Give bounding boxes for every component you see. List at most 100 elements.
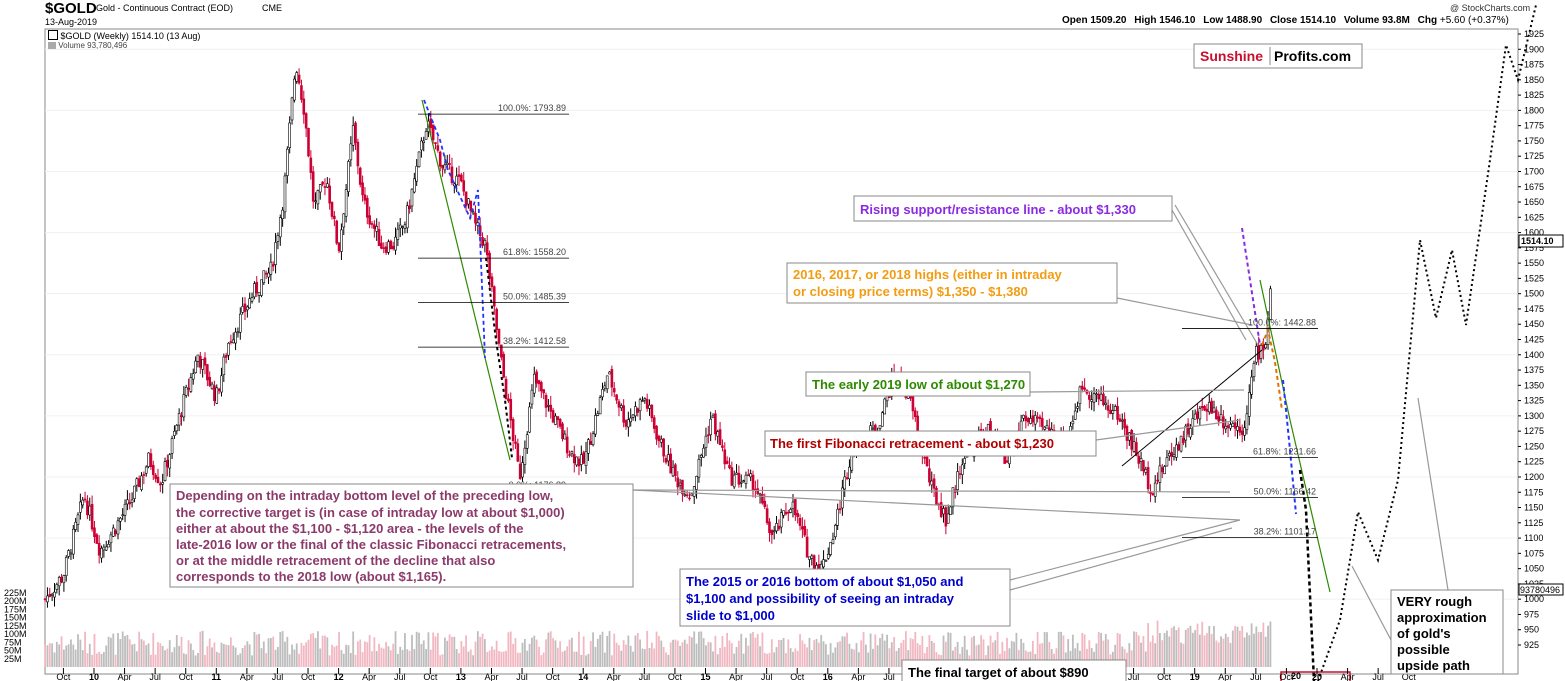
x-tick-label: Apr [1341,672,1355,681]
volume-bar [549,631,552,667]
volume-bar [952,650,954,667]
candle-body [377,229,381,247]
candle-body [812,555,816,570]
volume-bar [500,651,503,667]
candle-body [67,550,70,557]
y-tick-label: 1775 [1524,121,1544,131]
volume-bar [737,640,740,667]
volume-bar [1088,640,1091,667]
y-tick-label: 1100 [1524,533,1543,543]
volume-bar [1144,651,1147,667]
fib-first-annotation: The first Fibonacci retracement - about … [764,430,1097,457]
candle-body [620,405,623,409]
x-tick-label: Jul [1250,672,1262,681]
volume-bar [1196,623,1199,667]
volume-bar [1267,625,1269,667]
candle-body [415,165,418,182]
volume-bar [1029,651,1032,667]
volume-bar [164,650,166,667]
candle-body [871,427,875,430]
candle-body [309,157,313,173]
volume-bar [1137,635,1140,667]
volume-bar [335,645,338,667]
volume-bar [686,643,689,667]
candle-body [1219,414,1223,421]
volume-bar [519,652,522,667]
candle-body [74,521,77,530]
candle-body [551,410,555,423]
candle-body [1163,466,1166,475]
blue-dashed-2019 [1282,379,1297,515]
volume-bar [535,639,538,667]
y-tick-label: 1525 [1524,273,1544,283]
candle-body [311,171,315,202]
candle-body [638,399,642,412]
candle-body [805,536,809,558]
candle-body [822,559,825,568]
candle-body [1024,415,1028,422]
candle-body [1217,416,1220,422]
candle-body [1137,455,1141,464]
volume-bar [133,643,136,667]
chg-value: +5.60 (+0.37%) [1439,15,1509,26]
candle-body [86,500,89,516]
candle-body [509,399,513,421]
volume-bar [662,646,665,667]
volume-bar [1100,632,1102,667]
volume-bar [636,633,639,667]
candle-body [1045,425,1049,429]
candle-body [742,480,745,482]
y-tick-label: 975 [1524,609,1539,619]
candle-body [1182,438,1185,444]
candle-body [631,414,635,418]
candle-body [1144,469,1148,473]
volume-bar [643,649,646,667]
candle-body [575,456,578,466]
candle-body [627,419,630,428]
sunshine-profits-logo: Sunshine Profits.com [1193,43,1363,69]
candle-body [144,466,148,474]
volume-bar [58,644,61,667]
candle-body [363,194,367,201]
x-tick-label: Apr [484,672,498,681]
candle-body [1116,405,1119,420]
candle-body [641,400,644,402]
candle-body [156,476,160,484]
candle-body [789,509,792,513]
candle-body [544,394,548,408]
candle-body [314,200,317,203]
volume-bar [119,639,122,667]
volume-bar [695,643,698,667]
volume-bar [204,654,206,667]
volume-bar [1083,634,1086,667]
candle-body [532,373,536,394]
candle-body [460,174,463,182]
candle-body [1240,430,1244,435]
volume-bar [872,648,874,667]
volume-bar [556,647,559,667]
candle-body [269,261,273,275]
candle-body [942,508,945,515]
candle-body [1120,419,1124,422]
volume-bar [660,640,663,667]
volume-tick-label: 50M [4,646,22,656]
volume-bar [1229,642,1232,667]
candle-body [1153,482,1157,497]
candle-body [50,594,54,596]
volume-bar [970,637,973,667]
candle-body [1111,410,1115,414]
volume-bar [629,645,632,667]
volume-bar [347,645,350,667]
candle-body [836,508,839,526]
candle-body [326,183,329,188]
candle-body [215,387,219,404]
volume-bar [197,652,199,667]
volume-bar [512,643,515,667]
volume-bar [973,635,975,667]
candle-body [490,276,494,288]
candle-body [507,398,510,402]
candle-body [424,131,428,140]
volume-bar [401,649,404,667]
volume-bar [730,643,733,667]
volume-bar [298,653,300,667]
